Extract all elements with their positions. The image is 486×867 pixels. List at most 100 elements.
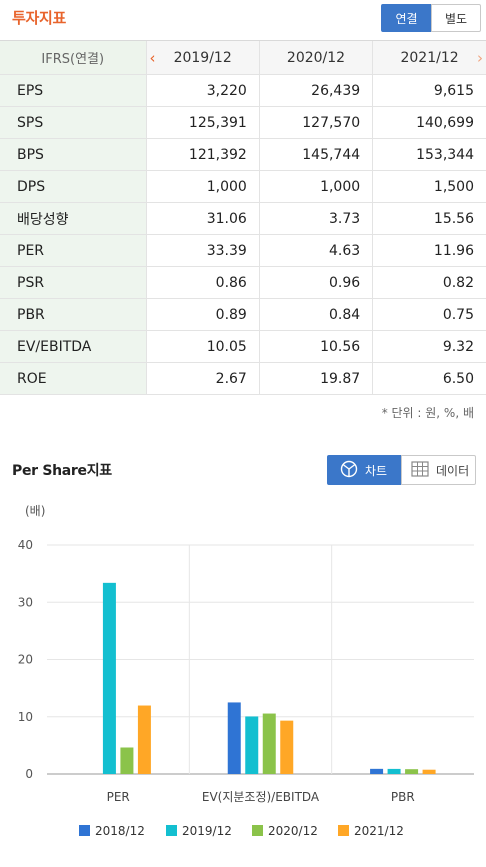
chart-view-button[interactable]: 차트: [327, 455, 402, 485]
table-cell: 10.05: [145, 330, 260, 363]
chart-icon: [340, 460, 358, 481]
bar: [387, 768, 401, 774]
bar: [227, 702, 241, 774]
table-cell: 127,570: [258, 106, 373, 139]
table-cell: 11.96: [372, 234, 486, 267]
table-cell: 1,500: [372, 170, 486, 203]
column-header: ‹ 2019/12: [145, 40, 260, 75]
legend-label: 2020/12: [268, 824, 318, 838]
table-cell: 9.32: [372, 330, 486, 363]
bar: [137, 705, 151, 774]
x-tick-label: PER: [107, 790, 130, 804]
row-label: SPS: [0, 106, 146, 139]
table-cell: 2.67: [145, 362, 260, 395]
column-header-label: 2019/12: [173, 49, 232, 66]
bar: [280, 720, 294, 774]
tab-consolidated[interactable]: 연결: [381, 4, 432, 32]
y-axis-unit-label: (배): [25, 504, 45, 518]
legend-label: 2019/12: [182, 824, 232, 838]
table-header-row: IFRS(연결) ‹ 2019/12 2020/12 2021/12 ›: [0, 40, 486, 75]
table-row: BPS 121,392 145,744 153,344: [0, 138, 486, 171]
table-cell: 4.63: [258, 234, 373, 267]
table-row: PER 33.39 4.63 11.96: [0, 234, 486, 267]
bar: [370, 768, 384, 774]
section-title: Per Share지표: [12, 463, 112, 479]
table-cell: 140,699: [372, 106, 486, 139]
row-label: BPS: [0, 138, 146, 171]
y-tick-label: 20: [18, 653, 33, 667]
next-period-arrow-icon[interactable]: ›: [477, 49, 483, 67]
investment-indicators-table: IFRS(연결) ‹ 2019/12 2020/12 2021/12 › EPS…: [0, 40, 486, 395]
corner-label: IFRS(연결): [0, 40, 146, 75]
page-title: 투자지표: [12, 9, 67, 27]
table-cell: 26,439: [258, 74, 373, 107]
column-header-label: 2021/12: [400, 49, 459, 66]
bar: [405, 769, 419, 774]
table-cell: 1,000: [258, 170, 373, 203]
y-tick-label: 40: [18, 538, 33, 552]
table-cell: 3,220: [145, 74, 260, 107]
table-cell: 6.50: [372, 362, 486, 395]
data-button-label: 데이터: [436, 463, 470, 478]
table-cell: 0.84: [258, 298, 373, 331]
y-tick-label: 10: [18, 710, 33, 724]
legend-label: 2018/12: [95, 824, 145, 838]
row-label: PBR: [0, 298, 146, 331]
legend-label: 2021/12: [354, 824, 404, 838]
table-row: ROE 2.67 19.87 6.50: [0, 362, 486, 395]
table-cell: 31.06: [145, 202, 260, 235]
column-header: 2020/12: [258, 40, 373, 75]
table-cell: 33.39: [145, 234, 260, 267]
table-cell: 0.75: [372, 298, 486, 331]
table-row: PBR 0.89 0.84 0.75: [0, 298, 486, 331]
row-label: ROE: [0, 362, 146, 395]
top-header: 투자지표 연결 별도: [0, 0, 486, 40]
table-row: EPS 3,220 26,439 9,615: [0, 74, 486, 107]
row-label: EV/EBITDA: [0, 330, 146, 363]
table-cell: 15.56: [372, 202, 486, 235]
per-share-chart: (배) 0 10 20 30 40 PER EV(지분조정)/EBITDA PBR 2018/12…: [0, 495, 486, 867]
bar: [245, 716, 259, 774]
row-label: 배당성향: [0, 202, 146, 235]
table-row: SPS 125,391 127,570 140,699: [0, 106, 486, 139]
table-cell: 145,744: [258, 138, 373, 171]
legend-swatch: [338, 825, 349, 836]
bar: [422, 769, 436, 774]
legend-swatch: [79, 825, 90, 836]
table-cell: 0.96: [258, 266, 373, 299]
table-cell: 19.87: [258, 362, 373, 395]
data-view-button[interactable]: 데이터: [401, 455, 476, 485]
table-row: PSR 0.86 0.96 0.82: [0, 266, 486, 299]
x-tick-label: EV(지분조정)/EBITDA: [202, 790, 320, 804]
column-header: 2021/12 ›: [372, 40, 486, 75]
prev-period-arrow-icon[interactable]: ‹: [149, 49, 156, 67]
table-cell: 1,000: [145, 170, 260, 203]
row-label: DPS: [0, 170, 146, 203]
table-cell: 121,392: [145, 138, 260, 171]
table-cell: 9,615: [372, 74, 486, 107]
bar: [102, 582, 116, 774]
table-cell: 0.86: [145, 266, 260, 299]
bar: [262, 713, 276, 774]
table-row: DPS 1,000 1,000 1,500: [0, 170, 486, 203]
y-tick-label: 0: [25, 767, 33, 781]
table-cell: 0.89: [145, 298, 260, 331]
table-row: 배당성향 31.06 3.73 15.56: [0, 202, 486, 235]
unit-note: * 단위 : 원, %, 배: [381, 406, 474, 420]
row-label: EPS: [0, 74, 146, 107]
y-tick-label: 30: [18, 595, 33, 609]
table-cell: 0.82: [372, 266, 486, 299]
table-cell: 125,391: [145, 106, 260, 139]
legend-swatch: [252, 825, 263, 836]
bar: [120, 747, 134, 774]
table-cell: 153,344: [372, 138, 486, 171]
row-label: PSR: [0, 266, 146, 299]
table-cell: 3.73: [258, 202, 373, 235]
x-tick-label: PBR: [391, 790, 415, 804]
table-row: EV/EBITDA 10.05 10.56 9.32: [0, 330, 486, 363]
table-cell: 10.56: [258, 330, 373, 363]
legend-swatch: [166, 825, 177, 836]
row-label: PER: [0, 234, 146, 267]
chart-button-label: 차트: [365, 463, 388, 478]
tab-separate[interactable]: 별도: [431, 4, 481, 32]
